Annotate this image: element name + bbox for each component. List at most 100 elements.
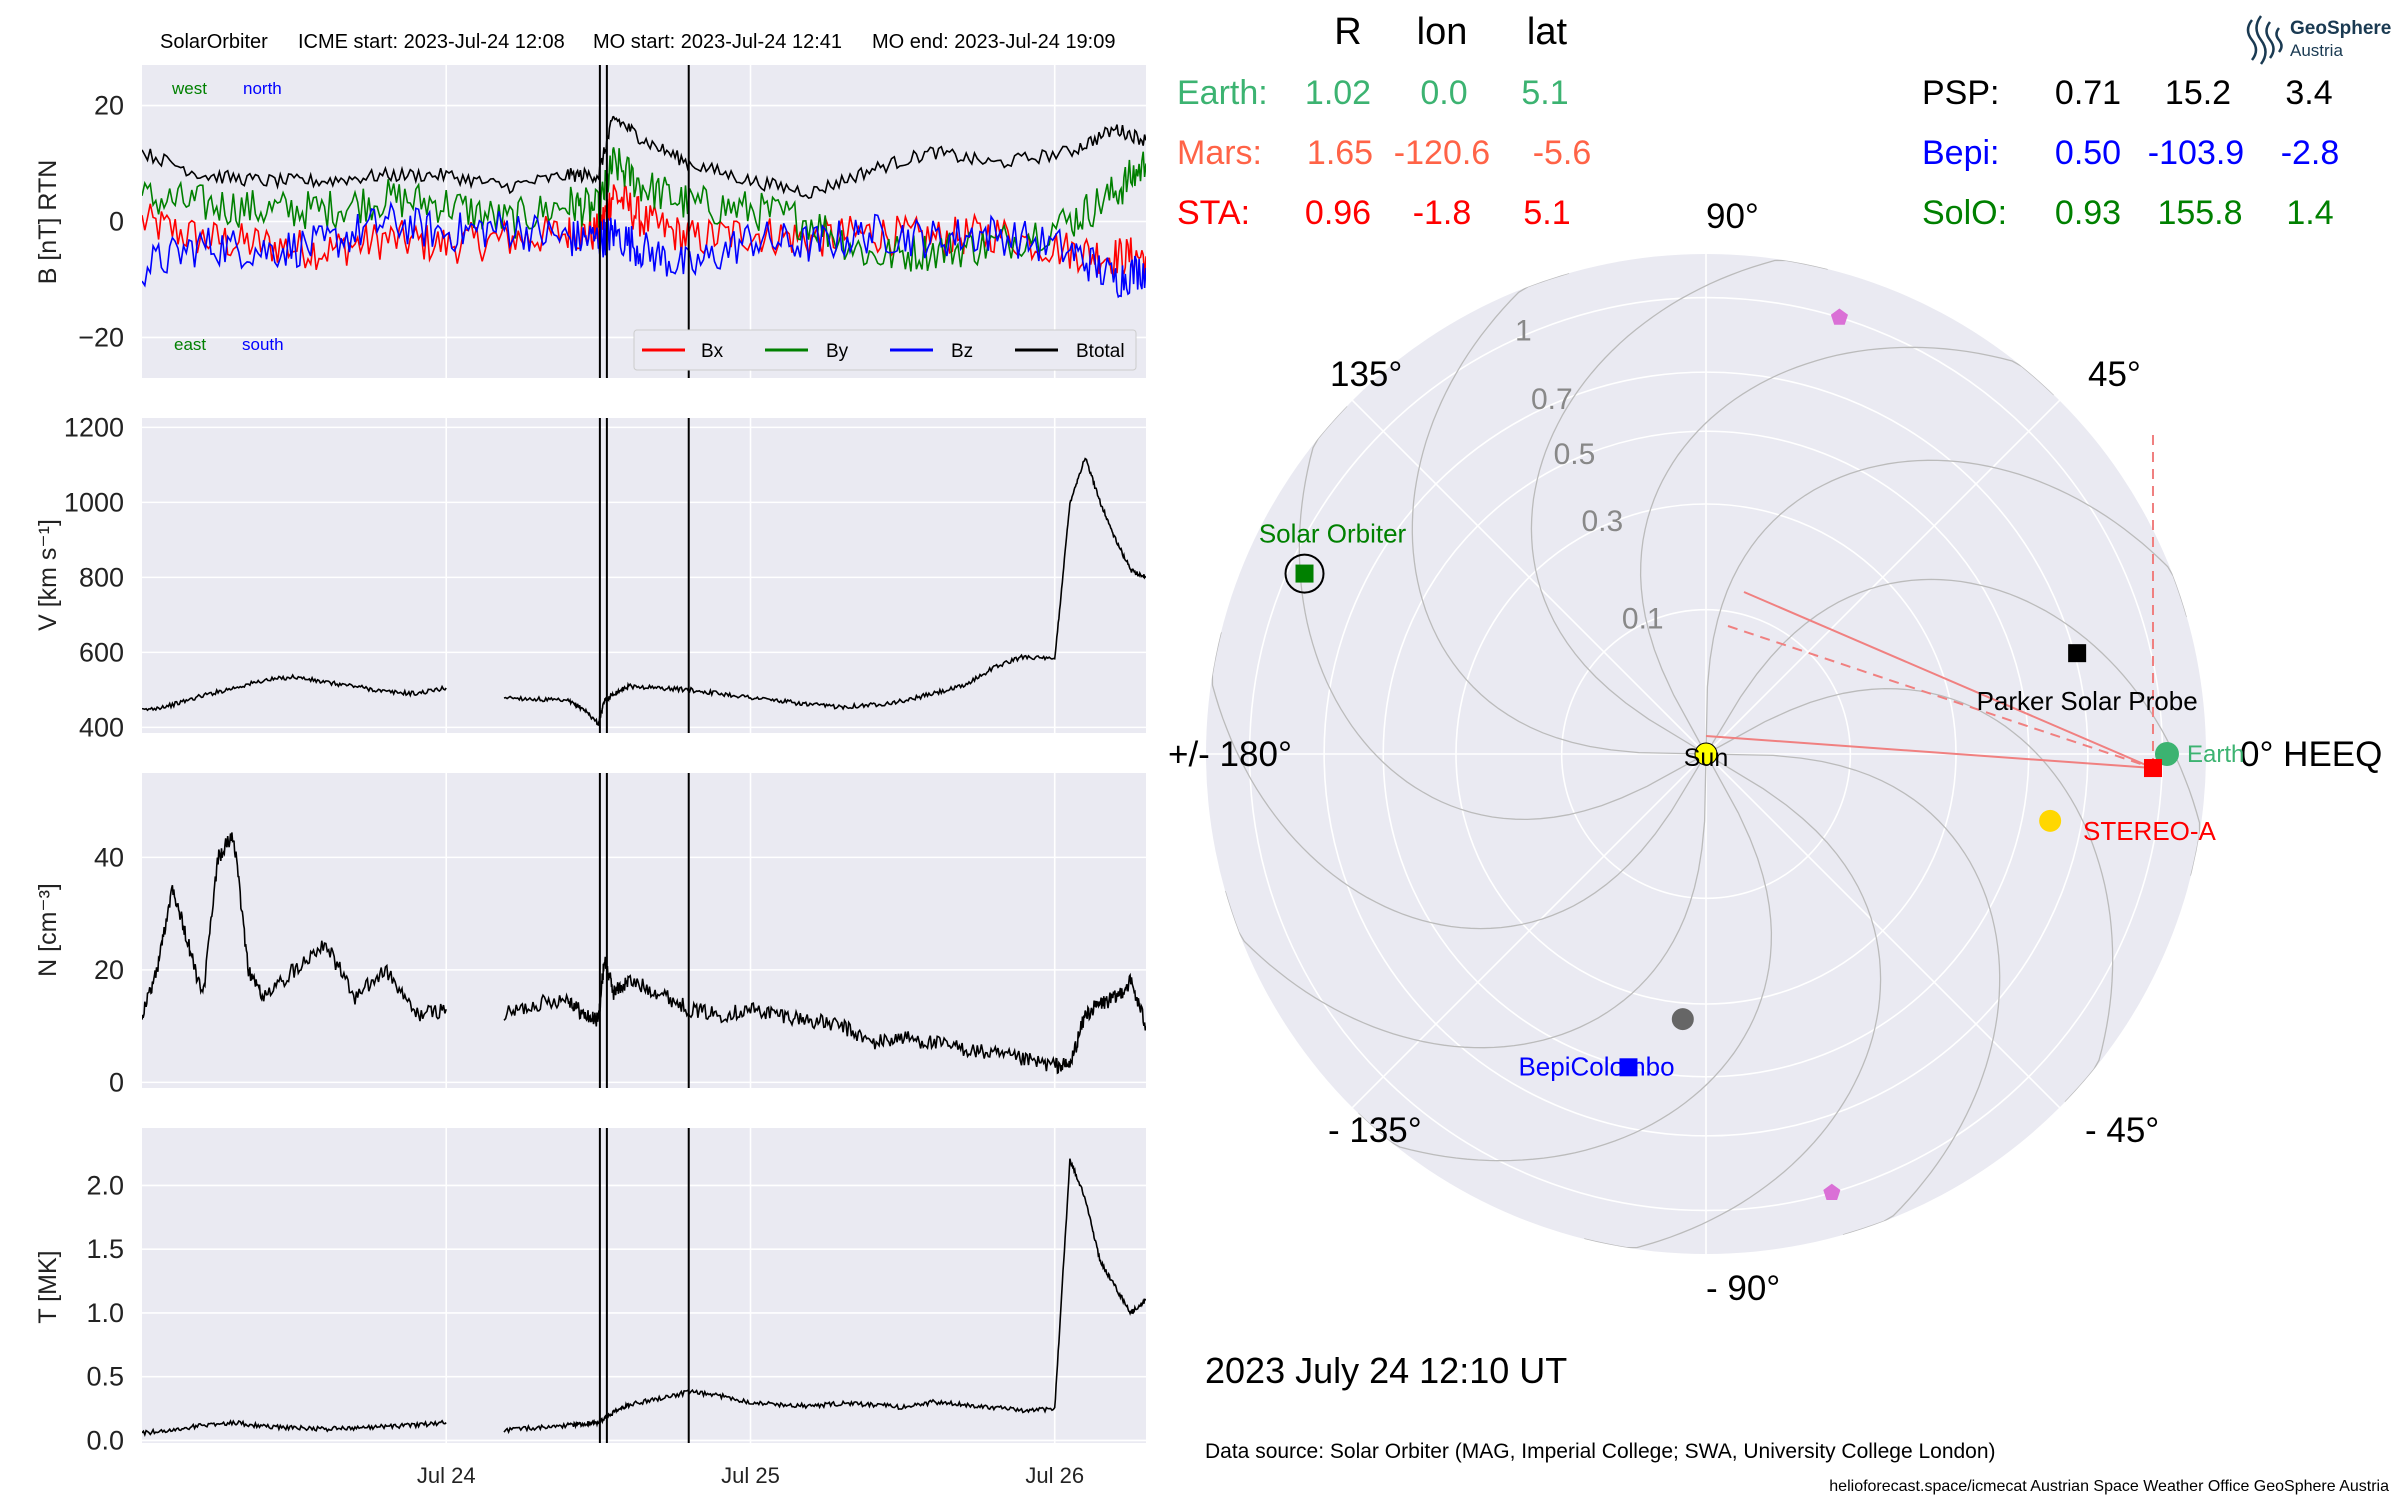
planet-marker [2039, 809, 2062, 832]
spiral-line [1224, 753, 1707, 1049]
y-tick-label: 20 [94, 955, 124, 985]
y-tick-label: 0 [109, 1067, 124, 1097]
footer-data-source: Data source: Solar Orbiter (MAG, Imperia… [1205, 1440, 1996, 1463]
marker-solar-orbiter [1295, 564, 1314, 583]
row-solo-lon: 155.8 [2157, 194, 2242, 232]
row-psp-r: 0.71 [2055, 74, 2121, 112]
logo-mark-icon [2246, 15, 2283, 65]
legend-btotal: Btotal [1076, 341, 1125, 362]
position-table: R lon lat Earth: 1.02 0.0 5.1 Mars: 1.65… [1177, 11, 2339, 232]
table-header-lon: lon [1417, 11, 1468, 53]
annotation-south: south [242, 335, 284, 354]
x-tick-label: Jul 25 [721, 1463, 780, 1488]
y-axis-label: B [nT] RTN [34, 160, 62, 285]
annotation-north: north [243, 79, 282, 98]
spiral-line [1705, 459, 2188, 755]
panel-speed: 400 600 800 1000 1200 V [km s⁻¹] [34, 412, 1146, 742]
panel-temperature: 0.0 0.5 1.0 1.5 2.0 Jul 24 Jul 25 Jul 26 T [MK] [34, 1128, 1146, 1488]
footer-credits: helioforecast.space/icmecat Austrian Spa… [1829, 1478, 2389, 1495]
y-tick-label: 2.0 [86, 1170, 124, 1200]
plot-area [142, 773, 1146, 1088]
radial-tick-label: 1 [1515, 314, 1532, 347]
series-group [142, 457, 1146, 727]
y-tick-label: 600 [79, 637, 124, 667]
table-header-lat: lat [1527, 11, 1568, 53]
series-btotal [142, 115, 1146, 199]
y-tick-label: 800 [79, 562, 124, 592]
spiral-line [1211, 632, 1707, 930]
plot-area [142, 1128, 1146, 1443]
row-bepi-lon: -103.9 [2148, 134, 2244, 172]
spiral-line [1584, 753, 1882, 1249]
angle-spoke [1705, 753, 2061, 1109]
y-axis-label: T [MK] [34, 1250, 62, 1323]
y-tick-label: 40 [94, 842, 124, 872]
cme-line-dashed [1727, 625, 2154, 769]
row-psp-name: PSP: [1922, 74, 1999, 112]
legend-bz: Bz [951, 341, 973, 362]
polar-plot: 0.1 0.3 0.5 0.7 1 0° HEEQ 45° 90° 135° +/- 180° - … [1168, 197, 2382, 1308]
planet-marker [1830, 308, 1848, 325]
angle-label: - 135° [1328, 1111, 1422, 1150]
row-solo-r: 0.93 [2055, 194, 2121, 232]
geosphere-logo: GeoSphere Austria [2246, 15, 2391, 65]
y-tick-label: 20 [94, 91, 124, 121]
row-sta-r: 0.96 [1305, 194, 1371, 232]
row-earth-lat: 5.1 [1521, 74, 1568, 112]
x-tick-label: Jul 26 [1025, 1463, 1084, 1488]
b-legend: Bx By Bz Btotal [633, 329, 1137, 371]
row-earth-lon: 0.0 [1420, 74, 1467, 112]
cme-line [1743, 591, 2154, 769]
annotation-east: east [174, 335, 206, 354]
y-axis-label: V [km s⁻¹] [34, 519, 62, 631]
row-bepi-name: Bepi: [1922, 134, 2000, 172]
row-mars-lon: -120.6 [1394, 134, 1490, 172]
angle-spoke [1351, 399, 1707, 755]
planet-marker [1823, 1183, 1841, 1200]
spiral-line [1705, 753, 2001, 1236]
y-tick-label: 400 [79, 712, 124, 742]
footer-timestamp: 2023 July 24 12:10 UT [1205, 1350, 1567, 1391]
row-solo-name: SolO: [1922, 194, 2007, 232]
marker-solar-orbiter-label: Solar Orbiter [1259, 519, 1407, 549]
table-header-r: R [1334, 11, 1361, 53]
marker-sun-label: Sun [1684, 744, 1728, 772]
row-earth-r: 1.02 [1305, 74, 1371, 112]
marker-parker-solar-probe-label: Parker Solar Probe [1977, 686, 2198, 716]
row-earth-name: Earth: [1177, 74, 1268, 112]
spiral-line [1411, 272, 1707, 755]
angle-label: 0° HEEQ [2240, 735, 2382, 774]
radial-tick-label: 0.5 [1554, 438, 1596, 471]
header-spacecraft: SolarOrbiter [160, 31, 268, 53]
y-tick-label: 1200 [64, 412, 124, 442]
row-psp-lon: 15.2 [2165, 74, 2231, 112]
series-line [503, 457, 1146, 727]
legend-by: By [826, 341, 849, 362]
spiral-line [1705, 578, 2201, 876]
angle-label: - 45° [2085, 1111, 2159, 1150]
angle-label: 90° [1706, 197, 1759, 236]
angle-label: 45° [2088, 355, 2141, 394]
radial-tick-label: 0.1 [1622, 603, 1664, 636]
angle-spoke [1351, 753, 1707, 1109]
series-line [142, 673, 447, 712]
spiral-line [1639, 346, 2055, 755]
legend-bx: Bx [701, 341, 724, 362]
series-line [503, 956, 1146, 1075]
y-tick-label: 0.5 [86, 1362, 124, 1392]
header-icme-start: ICME start: 2023-Jul-24 12:08 [298, 31, 565, 53]
row-bepi-lat: -2.8 [2281, 134, 2340, 172]
header-mo-end: MO end: 2023-Jul-24 19:09 [872, 31, 1116, 53]
legend-box [633, 329, 1137, 371]
header-mo-start: MO start: 2023-Jul-24 12:41 [593, 31, 842, 53]
series-bz [142, 200, 1146, 299]
angle-spoke [1705, 399, 2061, 755]
y-tick-label: 1.5 [86, 1234, 124, 1264]
y-axis-label: N [cm⁻³] [34, 883, 62, 977]
series-by [142, 147, 1146, 272]
series-group [142, 1158, 1146, 1438]
logo-line2: Austria [2290, 41, 2343, 60]
series-line [142, 1419, 447, 1438]
row-psp-lat: 3.4 [2285, 74, 2332, 112]
y-tick-label: −20 [78, 322, 124, 352]
